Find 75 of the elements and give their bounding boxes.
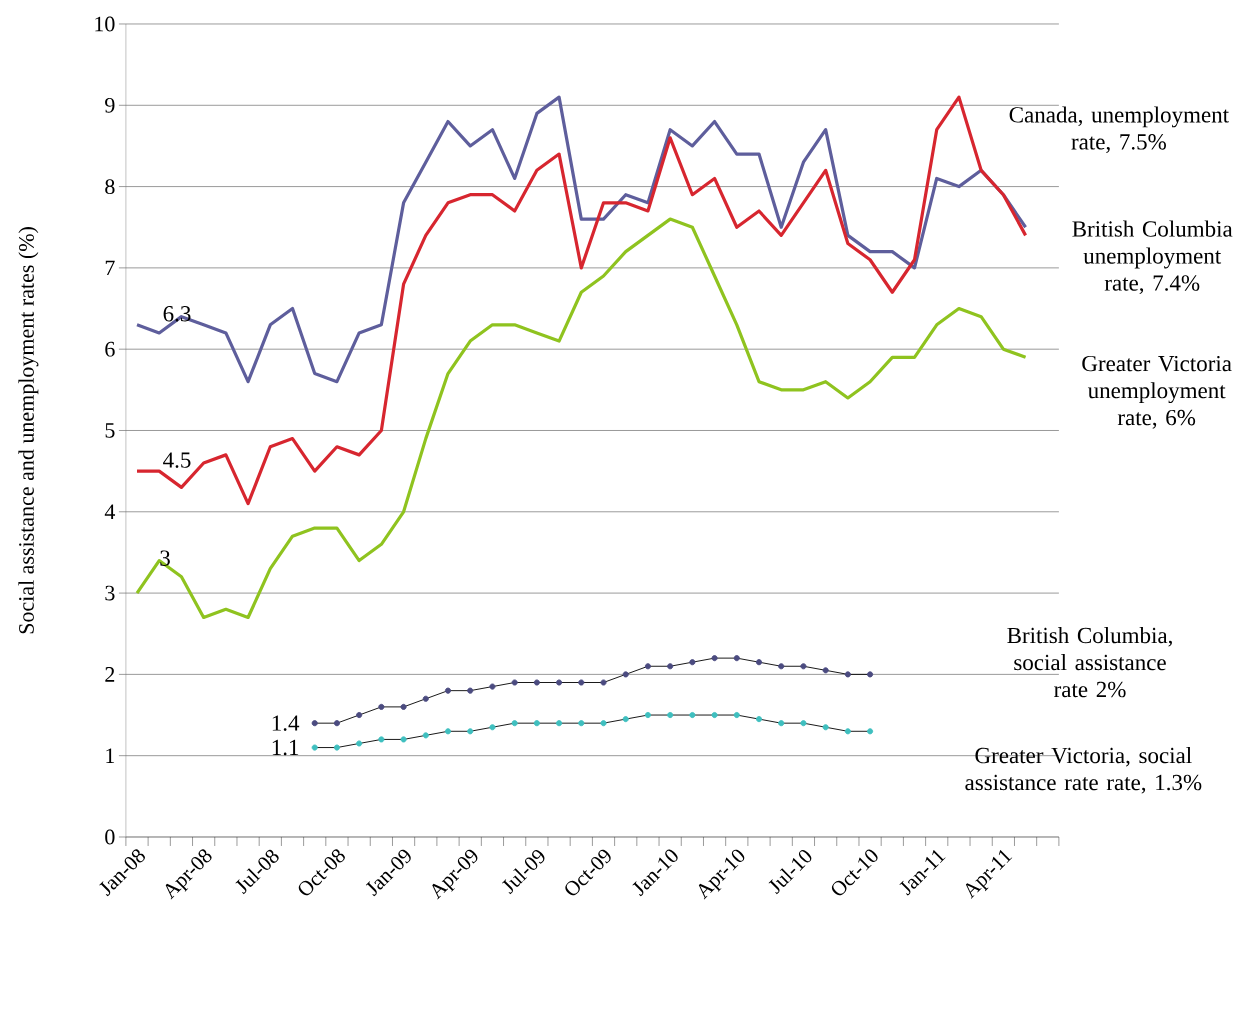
- point: [422, 695, 429, 702]
- point: [333, 720, 340, 727]
- point: [489, 724, 496, 731]
- point: [867, 671, 874, 678]
- point: [356, 740, 363, 747]
- y-tick-label: 10: [95, 16, 115, 32]
- point: [667, 711, 674, 719]
- point: [644, 663, 651, 670]
- point: [600, 679, 607, 686]
- y-tick-label: 4: [104, 504, 116, 520]
- point: [467, 687, 474, 694]
- point: [755, 716, 763, 723]
- point: [800, 720, 807, 727]
- y-axis-title: Social assistance and unemployment rates (%): [18, 227, 39, 634]
- point: [467, 728, 474, 735]
- point: [867, 728, 874, 735]
- point: [711, 711, 718, 719]
- point: [622, 671, 629, 678]
- point: [755, 659, 763, 666]
- annotation: 1.1: [272, 739, 299, 756]
- y-tick-label: 9: [105, 97, 115, 113]
- point: [844, 671, 851, 678]
- point: [711, 655, 718, 662]
- point: [400, 703, 407, 710]
- y-tick-label: 2: [105, 667, 115, 682]
- point: [333, 744, 340, 751]
- point: [444, 687, 452, 694]
- point: [733, 711, 740, 719]
- point: [422, 732, 429, 739]
- point: [689, 659, 696, 666]
- point: [511, 679, 518, 686]
- series-label: Canada, unemployment rate, 7.5%: [1009, 106, 1229, 153]
- point: [556, 679, 563, 686]
- point: [778, 720, 785, 727]
- point: [578, 720, 585, 727]
- point: [311, 720, 318, 727]
- point: [533, 720, 540, 727]
- point: [844, 728, 851, 735]
- line-series: [135, 217, 1028, 620]
- point: [644, 711, 651, 719]
- point: [311, 744, 318, 751]
- text: Greater Victoria unemployment rate, 6%: [1082, 355, 1232, 429]
- point: [822, 667, 829, 674]
- point: [622, 716, 629, 723]
- text: Greater Victoria, social assistance rate rate, 1.3%: [965, 747, 1202, 794]
- point: [733, 655, 740, 662]
- annotation: 6.3: [163, 306, 191, 322]
- point: [600, 720, 607, 727]
- point: [556, 720, 563, 727]
- annotation: 4.5: [163, 452, 191, 468]
- y-tick-label: 0: [105, 829, 115, 845]
- point: [444, 728, 452, 735]
- point: [667, 663, 674, 670]
- y-tick-label: 1: [106, 748, 115, 763]
- point: [689, 711, 696, 719]
- point: [800, 663, 807, 670]
- point: [778, 663, 785, 670]
- annotation: 3: [160, 550, 170, 566]
- text: British Columbia, social assistance rate 2%: [1007, 627, 1172, 698]
- point: [822, 724, 829, 731]
- point: [378, 736, 385, 743]
- y-tick-label: 5: [105, 423, 115, 438]
- point: [378, 703, 385, 710]
- y-tick-label: 3: [105, 585, 115, 601]
- point: [533, 679, 540, 686]
- y-tick-label: 6: [105, 341, 115, 357]
- point: [489, 683, 496, 690]
- y-tick-label: 7: [105, 260, 115, 276]
- point: [356, 711, 363, 719]
- annotation: 1.4: [272, 715, 300, 731]
- point: [511, 720, 518, 727]
- point: [400, 736, 407, 743]
- y-tick-label: 8: [105, 179, 115, 195]
- text: British Columbia unemployment rate, 7.4%: [1072, 220, 1233, 295]
- point: [578, 679, 585, 686]
